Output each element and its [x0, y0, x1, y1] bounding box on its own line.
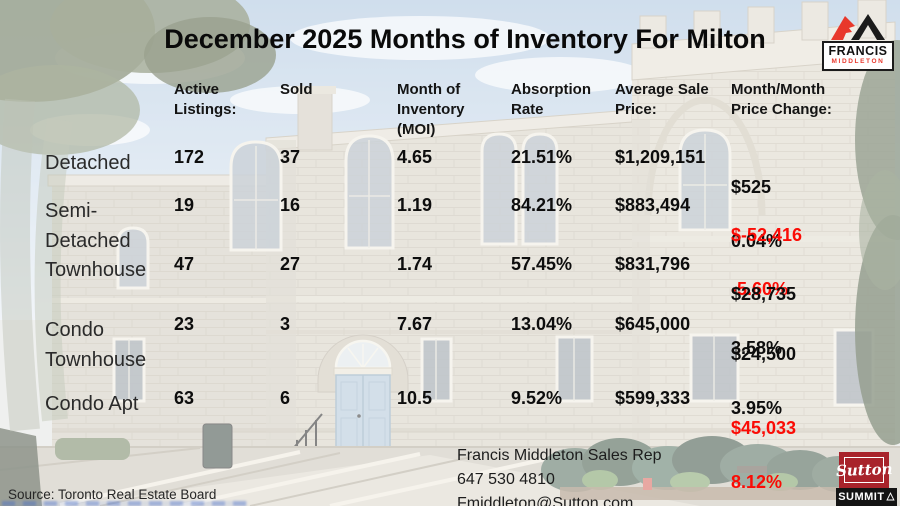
data-source-note: Source: Toronto Real Estate Board — [8, 487, 217, 502]
price-change-amount: $24,500 — [731, 344, 797, 364]
average-price-value: $645,000 — [615, 314, 691, 334]
agent-name: Francis Middleton Sales Rep — [457, 447, 662, 464]
stone-building — [47, 0, 896, 484]
price-change-amount: $28,735 — [731, 284, 797, 304]
active-listings-value: 47 — [174, 254, 195, 274]
average-price-value: $1,209,151 — [615, 147, 706, 167]
sutton-logo: Sutton — [835, 452, 893, 488]
active-listings-value: 19 — [174, 195, 195, 215]
sold-value: 16 — [280, 195, 301, 215]
moi-value: 7.67 — [397, 314, 433, 334]
absorption-rate-value: 84.21% — [511, 195, 573, 215]
col-header-active-listings: Active Listings: — [174, 81, 237, 118]
row-label: Townhouse — [45, 259, 147, 281]
absorption-rate-value: 57.45% — [511, 254, 573, 274]
sutton-wordmark: Sutton — [835, 460, 893, 480]
sold-value: 27 — [280, 254, 301, 274]
row-label: Semi- Detached — [45, 200, 131, 252]
summit-text: SUMMIT — [838, 491, 885, 503]
col-header-moi: Month of Inventory (MOI) — [397, 81, 465, 138]
active-listings-value: 172 — [174, 147, 205, 167]
absorption-rate-value: 21.51% — [511, 147, 573, 167]
price-change-value: $24,500 3.95% — [731, 314, 796, 449]
moi-value: 4.65 — [397, 147, 433, 167]
brand-name-bottom: MIDDLETON — [831, 58, 885, 65]
row-label: Detached — [45, 152, 131, 174]
price-change-value: $45,033 8.12% — [731, 388, 796, 506]
price-change-value: $-52,416 -5.60% — [731, 195, 802, 330]
agent-contact-block: Francis Middleton Sales Rep 647 530 4810… — [457, 444, 662, 506]
page-title: December 2025 Months of Inventory For Mi… — [164, 24, 766, 54]
average-price-value: $599,333 — [615, 388, 691, 408]
sutton-logo-frame — [844, 457, 884, 483]
tree-foliage-left — [0, 0, 276, 432]
price-change-percent: 3.95% — [731, 398, 783, 418]
entrance-door — [317, 334, 409, 459]
sold-value: 6 — [280, 388, 291, 408]
price-change-value: $28,735 3.58% — [731, 254, 796, 389]
col-header-price-change: Month/Month Price Change: — [731, 81, 832, 118]
roof-peaks-icon — [831, 14, 885, 40]
price-change-amount: $525 — [731, 177, 772, 197]
sold-value: 3 — [280, 314, 291, 334]
row-label: Condo Townhouse — [45, 319, 147, 371]
summit-label: SUMMIT △ — [836, 488, 897, 506]
active-listings-value: 63 — [174, 388, 195, 408]
agent-email: Fmiddleton@Sutton.com — [457, 495, 634, 506]
col-header-sold: Sold — [280, 81, 313, 98]
absorption-rate-value: 13.04% — [511, 314, 573, 334]
arched-windows — [116, 128, 732, 290]
average-price-value: $831,796 — [615, 254, 691, 274]
moi-value: 10.5 — [397, 388, 433, 408]
price-change-percent: 3.58% — [731, 338, 783, 358]
brand-name-box: FRANCIS MIDDLETON — [822, 41, 894, 71]
price-change-percent: 8.12% — [731, 472, 783, 492]
price-change-amount: $45,033 — [731, 418, 797, 438]
average-price-value: $883,494 — [615, 195, 691, 215]
sold-value: 37 — [280, 147, 301, 167]
cutoff-text-fragment — [2, 501, 247, 506]
col-header-average-sale-price: Average Sale Price: — [615, 81, 709, 118]
price-change-amount: $-52,416 — [731, 225, 803, 245]
moi-value: 1.19 — [397, 195, 433, 215]
moi-value: 1.74 — [397, 254, 433, 274]
price-change-value: $525 0.04% — [731, 147, 782, 282]
tree-foliage-right — [855, 40, 900, 445]
row-label: Condo Apt — [45, 393, 139, 415]
col-header-absorption-rate: Absorption Rate — [511, 81, 591, 118]
brand-name-top: FRANCIS — [828, 44, 888, 58]
price-change-percent: 0.04% — [731, 231, 783, 251]
price-change-percent: -5.60% — [731, 279, 789, 299]
francis-middleton-logo: FRANCIS MIDDLETON — [822, 6, 894, 71]
mountain-icon: △ — [886, 491, 895, 502]
absorption-rate-value: 9.52% — [511, 388, 563, 408]
agent-phone: 647 530 4810 — [457, 471, 555, 488]
active-listings-value: 23 — [174, 314, 195, 334]
